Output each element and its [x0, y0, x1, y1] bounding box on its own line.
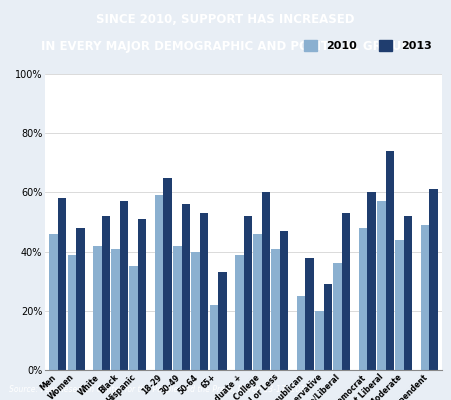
- Bar: [129, 266, 138, 370]
- Bar: [49, 234, 58, 370]
- Bar: [155, 195, 163, 370]
- Bar: [68, 254, 76, 370]
- Bar: [359, 228, 367, 370]
- Bar: [173, 246, 182, 370]
- Bar: [76, 228, 84, 370]
- Bar: [395, 240, 404, 370]
- Bar: [200, 213, 208, 370]
- Bar: [191, 252, 200, 370]
- Bar: [244, 216, 252, 370]
- Bar: [163, 178, 172, 370]
- Text: Source: Pew Research Center for the People and the Press, March 13-17, 2013: Source: Pew Research Center for the Peop…: [9, 384, 310, 394]
- Bar: [324, 284, 332, 370]
- Bar: [58, 198, 66, 370]
- Bar: [262, 192, 270, 370]
- Bar: [280, 231, 289, 370]
- Legend: 2010, 2013: 2010, 2013: [299, 35, 437, 56]
- Bar: [377, 201, 386, 370]
- Bar: [429, 190, 438, 370]
- Bar: [367, 192, 376, 370]
- Bar: [333, 264, 342, 370]
- Bar: [386, 151, 394, 370]
- Bar: [235, 254, 244, 370]
- Bar: [138, 219, 147, 370]
- Text: SINCE 2010, SUPPORT HAS INCREASED: SINCE 2010, SUPPORT HAS INCREASED: [96, 13, 355, 26]
- Bar: [182, 204, 190, 370]
- Bar: [315, 311, 324, 370]
- Bar: [297, 296, 305, 370]
- Bar: [305, 258, 314, 370]
- Bar: [101, 216, 110, 370]
- Bar: [218, 272, 226, 370]
- Bar: [111, 249, 120, 370]
- Bar: [210, 305, 218, 370]
- Bar: [93, 246, 101, 370]
- Text: IN EVERY MAJOR DEMOGRAPHIC AND POLITICAL GROUP: IN EVERY MAJOR DEMOGRAPHIC AND POLITICAL…: [41, 40, 410, 53]
- Bar: [404, 216, 412, 370]
- Bar: [272, 249, 280, 370]
- Bar: [253, 234, 262, 370]
- Bar: [120, 201, 128, 370]
- Bar: [421, 225, 429, 370]
- Bar: [342, 213, 350, 370]
